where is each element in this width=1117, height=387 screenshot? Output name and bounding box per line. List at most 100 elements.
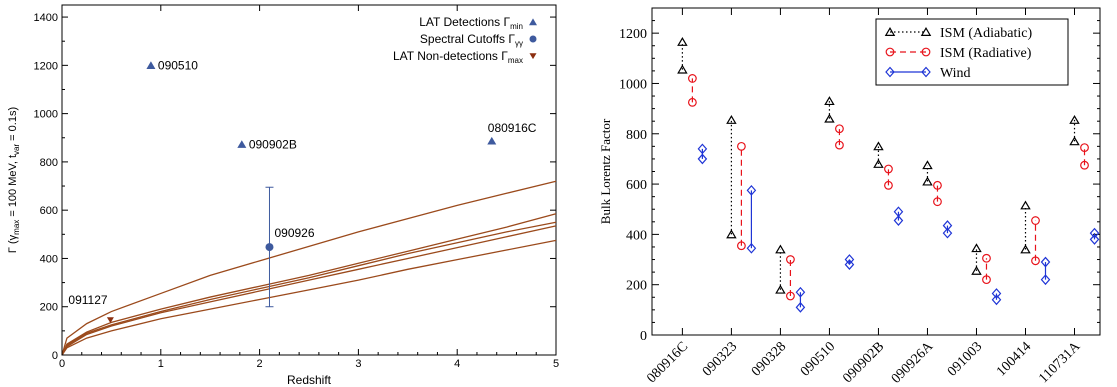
left-y-tick-label: 600 [40,205,58,217]
right-y-axis-label: Bulk Lorentz Factor [598,118,613,224]
diamond-point-high [697,143,708,155]
diamond-point-high [746,184,757,196]
right-x-tick-label: 091003 [945,339,985,379]
right-legend-marker [885,47,895,57]
diamond-point-low [697,153,708,165]
right-y-tick-label: 400 [626,228,647,243]
triangle-point-low [1020,244,1031,254]
model-curve [61,225,557,356]
diamond-point-low [795,301,806,313]
left-x-tick-label: 5 [553,358,559,370]
nondetection-point [106,317,114,324]
circle-point-high [933,180,942,190]
triangle-point-low [922,176,933,186]
left-ticks: 0 1 2 3 4 5 0 200 400 600 800 1000 1200 1400 [34,5,559,370]
right-legend-marker [921,66,931,78]
left-x-tick-label: 2 [257,358,263,370]
left-x-tick-label: 4 [454,358,460,370]
triangle-point-high [726,114,737,124]
diamond-point-low [942,227,953,239]
right-legend: ISM (Adiabatic) ISM (Radiative) Wind [875,18,1069,86]
circle-point-high [737,141,746,151]
cutoff-point [265,243,274,252]
diamond-point-low [1040,274,1051,286]
diamond-point-high [1089,227,1100,239]
right-x-tick-label: 090510 [798,339,838,379]
right-legend-label: ISM (Adiabatic) [940,26,1032,41]
circle-point-high [1080,143,1089,153]
right-x-tick-label: 100414 [994,339,1034,379]
diamond-point-high [893,206,904,218]
left-x-axis-label: Redshift [287,373,332,387]
diamond-point-high [942,220,953,231]
right-y-tick-label: 600 [626,178,647,193]
circle-point-low [835,140,844,150]
left-y-tick-label: 400 [40,253,58,265]
left-legend-marker [529,53,537,60]
right-legend-box [875,18,1069,86]
circle-point-low [1080,160,1089,170]
detection-label: 080916C [488,121,537,135]
right-y-tick-label: 1200 [619,27,647,42]
model-curve [61,213,557,356]
left-points: 090510 090902B 080916C 090926 091127 [68,58,537,324]
left-legend-label: LAT Non-detections Γmax [393,49,523,65]
left-y-tick-label: 1400 [34,12,58,24]
triangle-point-high [873,141,884,151]
triangle-point-low [1069,136,1080,146]
triangle-point-low [824,113,835,123]
triangle-point-high [1069,114,1080,124]
right-x-tick-label: 090926A [889,339,937,387]
diamond-point-high [1040,256,1051,268]
triangle-point-low [873,158,884,168]
right-x-tick-label: 090323 [700,339,740,379]
circle-point-high [1031,216,1040,225]
left-y-tick-label: 800 [40,157,58,169]
diamond-point-low [1089,234,1100,245]
model-curve [61,221,557,356]
left-legend-label: LAT Detections Γmin [419,15,523,31]
nondetection-label: 091127 [68,293,107,307]
circle-point-low [786,291,795,301]
triangle-point-high [824,96,835,106]
diamond-point-high [795,286,806,298]
right-chart: 0 200 400 600 800 1000 1200 080916C 090323 090328… [598,7,1101,387]
right-x-tick-label: 080916C [644,339,691,386]
model-curve [61,180,557,356]
right-legend-label: ISM (Radiative) [940,46,1032,61]
right-legend-marker [920,27,932,36]
diamond-point-low [844,259,855,270]
detection-label: 090510 [158,58,198,72]
right-legend-marker [921,47,931,57]
triangle-point-low [971,265,982,275]
circle-point-low [737,241,746,251]
circle-point-low [982,275,991,285]
triangle-point-high [677,36,688,46]
right-y-tick-label: 0 [640,329,647,344]
right-x-tick-label: 090902B [840,339,887,386]
circle-point-high [884,164,893,174]
circle-point-high [786,255,795,264]
right-legend-marker [885,66,895,78]
detection-label: 090902B [249,137,297,151]
right-legend-label: Wind [940,66,971,81]
right-legend-marker [884,27,896,36]
left-x-tick-label: 0 [59,358,65,370]
diamond-point-high [991,288,1002,299]
circle-point-high [835,124,844,134]
left-x-tick-label: 3 [355,358,361,370]
left-curves [61,180,557,356]
circle-point-high [982,253,991,263]
left-y-tick-label: 200 [40,302,58,314]
circle-point-low [933,197,942,207]
left-y-tick-label: 1200 [34,60,58,72]
left-y-tick-label: 1000 [34,109,58,121]
detection-point [146,61,156,69]
left-y-tick-label: 0 [52,350,58,362]
triangle-point-high [922,160,933,170]
triangle-point-low [775,284,786,294]
diamond-point-low [991,294,1002,306]
